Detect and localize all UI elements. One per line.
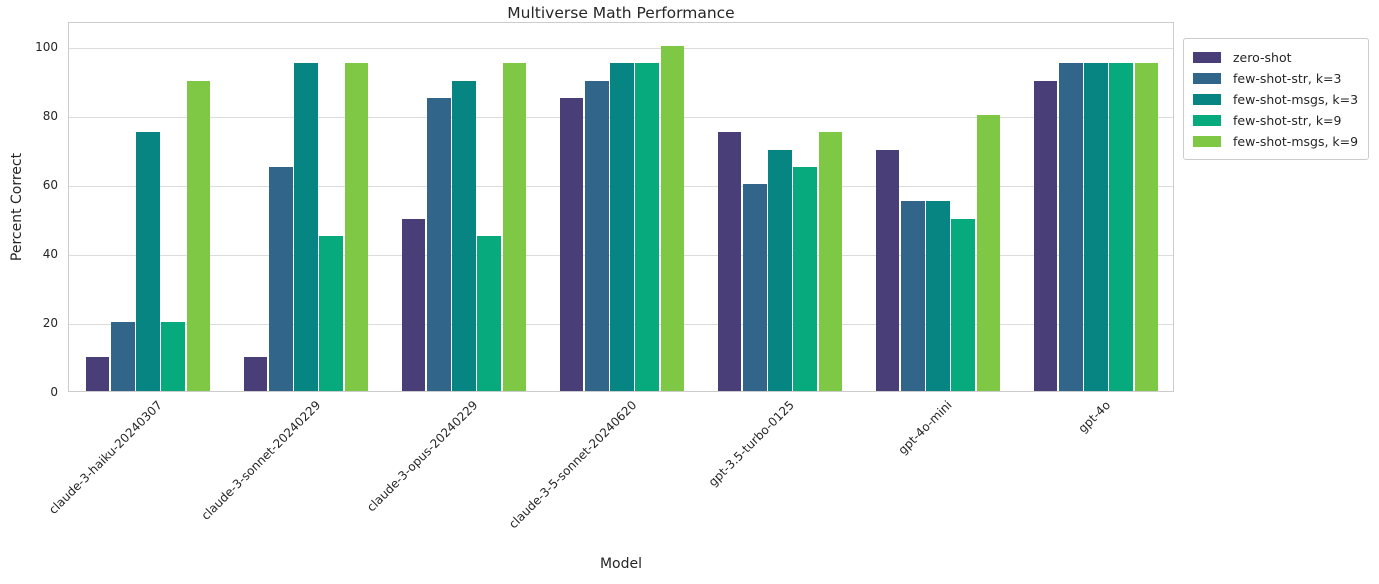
chart-title: Multiverse Math Performance: [507, 4, 735, 22]
x-tick-label: claude-3-opus-20240229: [364, 398, 481, 515]
y-axis-label: Percent Correct: [9, 152, 25, 262]
bar: [319, 235, 344, 391]
legend: zero-shot few-shot-str, k=3 few-shot-msgs,…: [1183, 38, 1370, 160]
legend-swatch: [1193, 115, 1221, 126]
bar: [1084, 63, 1108, 391]
legend-item: few-shot-str, k=3: [1193, 68, 1358, 89]
bar: [875, 149, 900, 391]
x-tick-label: claude-3-5-sonnet-20240620: [505, 398, 639, 532]
legend-item: zero-shot: [1193, 47, 1358, 68]
bar: [793, 166, 818, 391]
bar: [1109, 63, 1134, 391]
bar: [1033, 80, 1058, 391]
bar: [161, 322, 186, 391]
bar: [186, 80, 211, 391]
bar: [477, 235, 502, 391]
bar: [717, 132, 742, 391]
bar: [584, 80, 609, 391]
y-tick-label: 40: [42, 247, 58, 261]
legend-swatch: [1193, 52, 1221, 63]
bar: [976, 115, 1001, 391]
y-tick-label: 100: [35, 40, 58, 54]
bar: [900, 201, 925, 391]
legend-label: few-shot-str, k=9: [1233, 113, 1342, 128]
bar: [452, 80, 476, 391]
x-tick-label: claude-3-haiku-20240307: [46, 398, 165, 517]
plot-area: [68, 22, 1174, 392]
bar: [294, 63, 318, 391]
gridline: [69, 48, 1173, 49]
bar: [818, 132, 843, 391]
bar: [610, 63, 634, 391]
legend-swatch: [1193, 136, 1221, 147]
bar: [426, 97, 451, 391]
y-tick-label: 20: [42, 316, 58, 330]
legend-item: few-shot-str, k=9: [1193, 110, 1358, 131]
y-tick-label: 80: [42, 109, 58, 123]
bar: [1134, 63, 1159, 391]
legend-item: few-shot-msgs, k=3: [1193, 89, 1358, 110]
bar: [742, 184, 767, 391]
bar: [401, 218, 426, 391]
x-tick-label: gpt-4o: [1075, 398, 1113, 436]
bar: [660, 46, 685, 391]
bar: [243, 356, 268, 391]
legend-label: few-shot-msgs, k=3: [1233, 92, 1359, 107]
bar: [559, 97, 584, 391]
bar: [951, 218, 976, 391]
bar: [768, 149, 792, 391]
bar: [1058, 63, 1083, 391]
legend-item: few-shot-msgs, k=9: [1193, 131, 1358, 152]
y-tick-label: 0: [50, 385, 58, 399]
x-tick-label: gpt-4o-mini: [895, 398, 955, 458]
x-tick-label: claude-3-sonnet-20240229: [198, 398, 323, 523]
bar: [85, 356, 110, 391]
legend-swatch: [1193, 73, 1221, 84]
legend-label: few-shot-msgs, k=9: [1233, 134, 1359, 149]
bar: [136, 132, 160, 391]
bar: [344, 63, 369, 391]
legend-label: zero-shot: [1233, 50, 1292, 65]
bar: [110, 322, 135, 391]
bar: [635, 63, 660, 391]
y-tick-label: 60: [42, 178, 58, 192]
legend-label: few-shot-str, k=3: [1233, 71, 1342, 86]
bar: [268, 166, 293, 391]
legend-swatch: [1193, 94, 1221, 105]
x-tick-label: gpt-3.5-turbo-0125: [705, 398, 797, 490]
x-axis-label: Model: [599, 556, 643, 572]
bar: [926, 201, 950, 391]
bar: [502, 63, 527, 391]
